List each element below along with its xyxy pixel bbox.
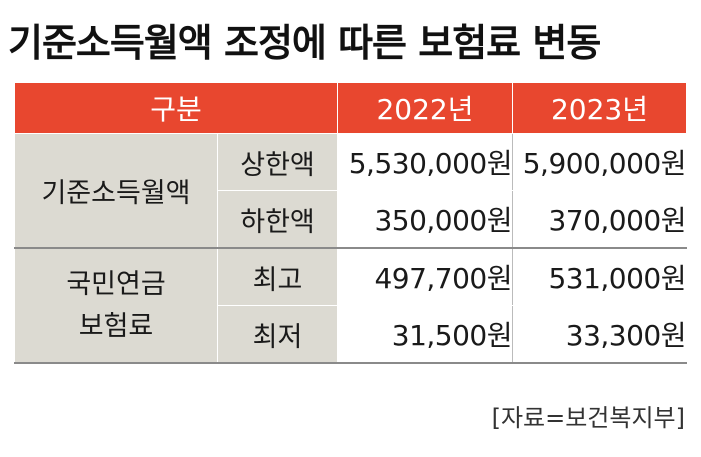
header-category: 구분 (14, 82, 338, 134)
source-note: [자료=보건복지부] (491, 404, 685, 432)
sub-label: 최고 (217, 247, 338, 306)
table-row: 하한액 350,000원 370,000원 (15, 190, 687, 249)
table-row: 최저 31,500원 33,300원 (15, 305, 687, 364)
sub-label: 최저 (217, 305, 338, 364)
table-header-row: 구분 2022년 2023년 (14, 82, 687, 134)
group-label-income: 기준소득월액 (14, 133, 218, 249)
sub-label: 하한액 (217, 190, 338, 249)
header-2022: 2022년 (337, 82, 513, 134)
group-label-pension: 국민연금 보험료 (14, 247, 218, 364)
header-2023: 2023년 (512, 82, 687, 134)
value-2023: 5,900,000원 (512, 133, 687, 191)
value-2022: 497,700원 (337, 247, 513, 306)
table-row: 국민연금 보험료 최고 497,700원 531,000원 (14, 247, 687, 364)
sub-label: 상한액 (217, 133, 338, 191)
value-2023: 33,300원 (512, 305, 687, 364)
group-label-line: 국민연금 (66, 268, 166, 300)
page-title: 기준소득월액 조정에 따른 보험료 변동 (8, 21, 601, 65)
value-2023: 370,000원 (512, 190, 687, 249)
premium-table: 구분 2022년 2023년 기준소득월액 상한액 5,530,000원 5,9… (14, 82, 687, 364)
value-2022: 350,000원 (337, 190, 513, 249)
group-label-line: 보험료 (78, 310, 154, 342)
value-2023: 531,000원 (512, 247, 687, 306)
table-row: 기준소득월액 상한액 5,530,000원 5,900,000원 (14, 133, 687, 249)
value-2022: 5,530,000원 (337, 133, 513, 191)
group-label-line: 기준소득월액 (41, 178, 191, 209)
value-2022: 31,500원 (337, 305, 513, 364)
